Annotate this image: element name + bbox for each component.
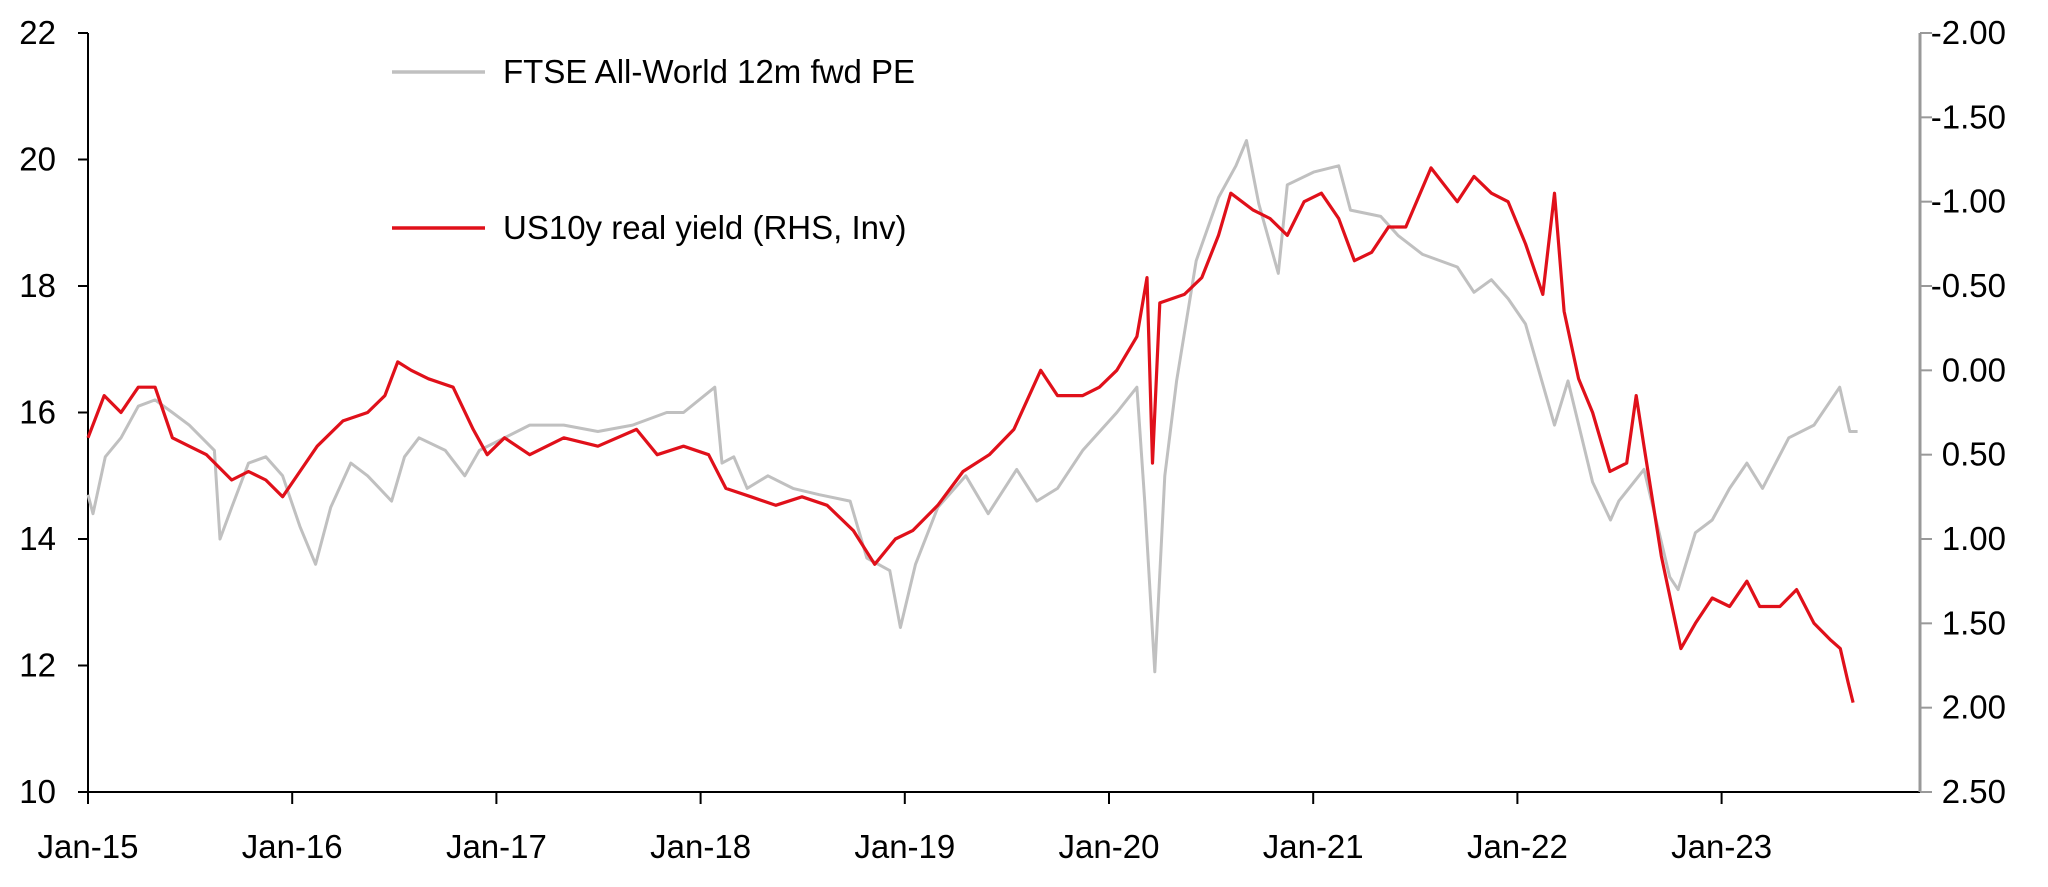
right-tick-label: -2.00: [1931, 14, 2006, 51]
x-tick-label: Jan-20: [1059, 828, 1160, 865]
right-tick-label: 2.00: [1942, 689, 2006, 726]
right-tick-label: 1.00: [1942, 520, 2006, 557]
left-tick-label: 16: [19, 394, 56, 431]
right-tick-label: 0.00: [1942, 351, 2006, 388]
right-tick-label: 2.50: [1942, 773, 2006, 810]
ftse-pe-line: [86, 139, 1858, 674]
right-tick-label: -1.50: [1931, 98, 2006, 135]
x-tick-label: Jan-19: [854, 828, 955, 865]
left-tick-label: 22: [19, 14, 56, 51]
x-tick-label: Jan-21: [1263, 828, 1364, 865]
x-tick-label: Jan-17: [446, 828, 547, 865]
x-tick-label: Jan-15: [38, 828, 139, 865]
left-tick-label: 12: [19, 647, 56, 684]
x-tick-label: Jan-22: [1467, 828, 1568, 865]
left-tick-label: 14: [19, 520, 56, 557]
left-tick-label: 20: [19, 141, 56, 178]
x-tick-label: Jan-18: [650, 828, 751, 865]
x-tick-label: Jan-16: [242, 828, 343, 865]
legend-label: FTSE All-World 12m fwd PE: [503, 53, 915, 90]
right-tick-label: -1.00: [1931, 183, 2006, 220]
left-tick-label: 10: [19, 773, 56, 810]
right-tick-label: 1.50: [1942, 604, 2006, 641]
us10y-real-yield-line: [86, 166, 1855, 703]
legend-label: US10y real yield (RHS, Inv): [503, 209, 906, 246]
right-tick-label: 0.50: [1942, 436, 2006, 473]
right-tick-label: -0.50: [1931, 267, 2006, 304]
left-tick-label: 18: [19, 267, 56, 304]
x-tick-label: Jan-23: [1671, 828, 1772, 865]
